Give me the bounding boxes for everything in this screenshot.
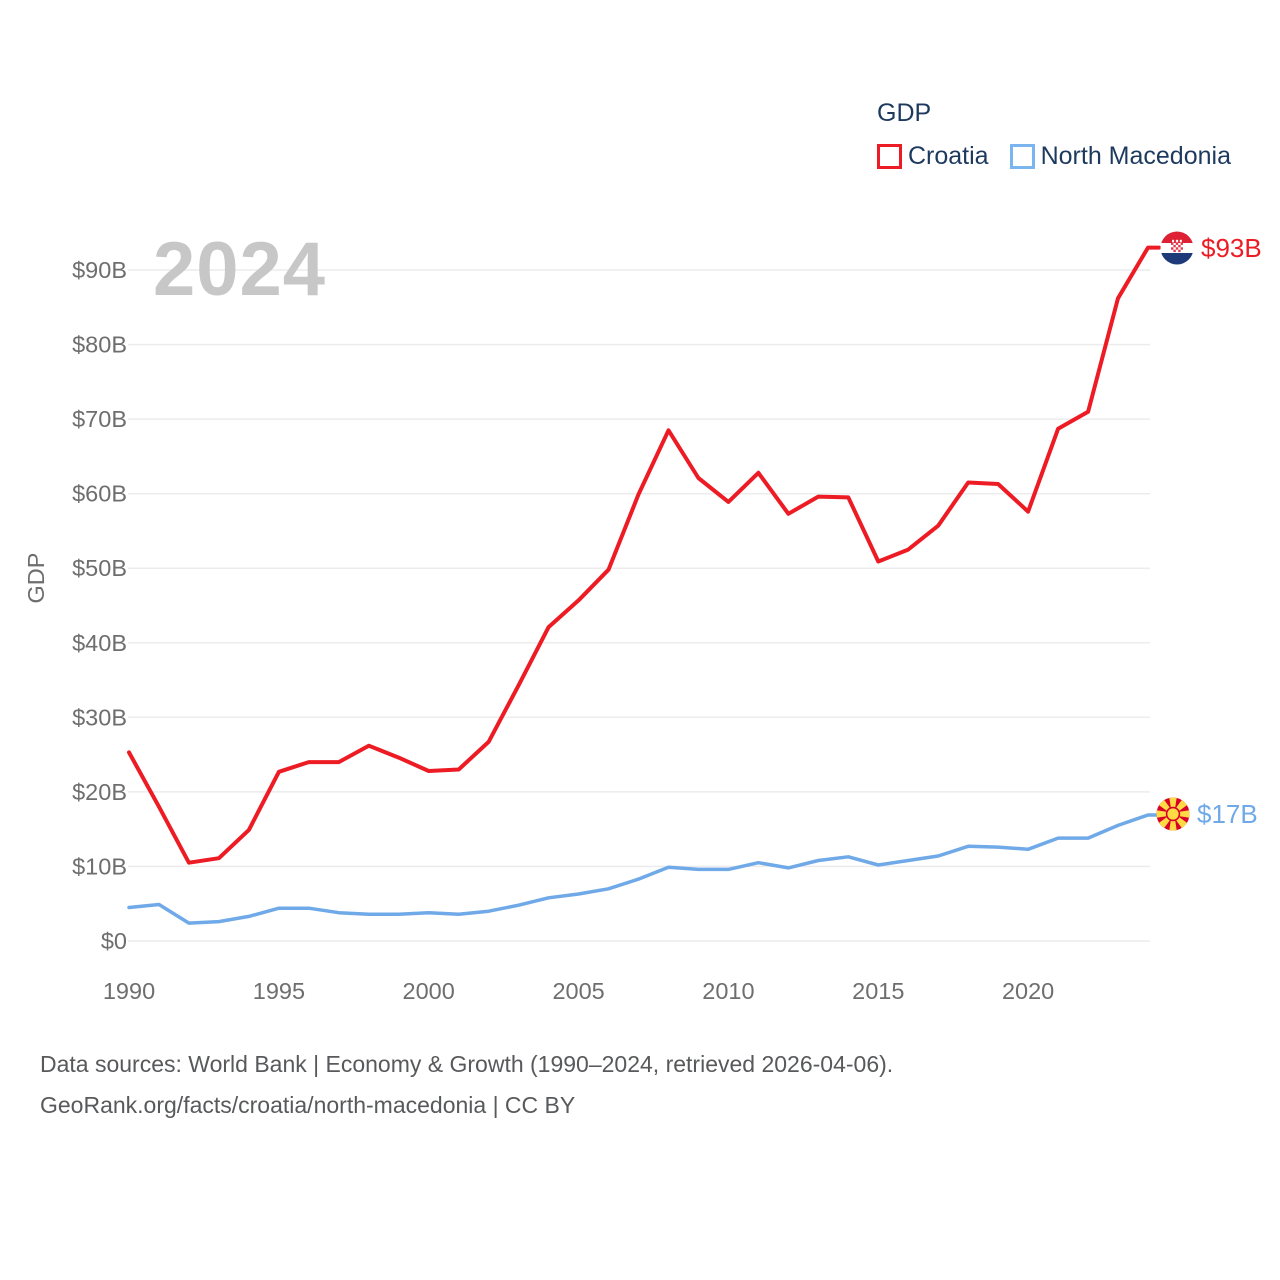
line-croatia	[127, 245, 1161, 865]
x-tick-label: 2015	[852, 978, 904, 1004]
y-tick-label: $30B	[72, 704, 127, 730]
y-tick-label: $80B	[72, 332, 127, 358]
chart-legend: GDP Croatia North Macedonia	[877, 99, 1231, 171]
x-tick-label: 2005	[552, 978, 604, 1004]
legend-row: Croatia North Macedonia	[877, 142, 1231, 171]
y-tick-label: $0	[101, 928, 127, 954]
croatia-end-value: $93B	[1201, 232, 1262, 263]
north-macedonia-swatch-icon	[1009, 144, 1035, 169]
y-tick-label: $90B	[72, 257, 127, 283]
line-north-macedonia	[127, 813, 1161, 925]
croatia-end-label: $93B	[1160, 231, 1262, 265]
y-tick-label: $40B	[72, 630, 127, 656]
year-watermark: 2024	[153, 227, 327, 312]
legend-label-north-macedonia: North Macedonia	[1040, 142, 1231, 170]
north-macedonia-end-value: $17B	[1197, 798, 1258, 829]
y-tick-label: $20B	[72, 779, 127, 805]
legend-label-croatia: Croatia	[908, 142, 989, 170]
x-tick-label: 1990	[103, 978, 155, 1004]
legend-item-croatia: Croatia	[877, 142, 989, 171]
x-tick-label: 2000	[403, 978, 455, 1004]
legend-title: GDP	[877, 99, 932, 127]
x-tick-label: 2010	[702, 978, 754, 1004]
source-url-line: GeoRank.org/facts/croatia/north-macedoni…	[40, 1092, 576, 1118]
north-macedonia-flag-icon	[1156, 797, 1190, 831]
data-sources-line: Data sources: World Bank | Economy & Gro…	[40, 1051, 894, 1077]
y-axis-title: GDP	[23, 553, 49, 604]
y-tick-label: $50B	[72, 555, 127, 581]
croatia-swatch-icon	[877, 144, 902, 169]
y-tick-label: $70B	[72, 406, 127, 432]
legend-item-north-macedonia: North Macedonia	[1009, 142, 1231, 171]
north-macedonia-end-label: $17B	[1156, 797, 1258, 831]
footer-attribution: Data sources: World Bank | Economy & Gro…	[40, 1044, 893, 1126]
x-tick-label: 2020	[1002, 978, 1054, 1004]
y-tick-label: $60B	[72, 481, 127, 507]
croatia-flag-icon	[1160, 231, 1194, 265]
x-tick-label: 1995	[253, 978, 305, 1004]
y-tick-label: $10B	[72, 853, 127, 879]
